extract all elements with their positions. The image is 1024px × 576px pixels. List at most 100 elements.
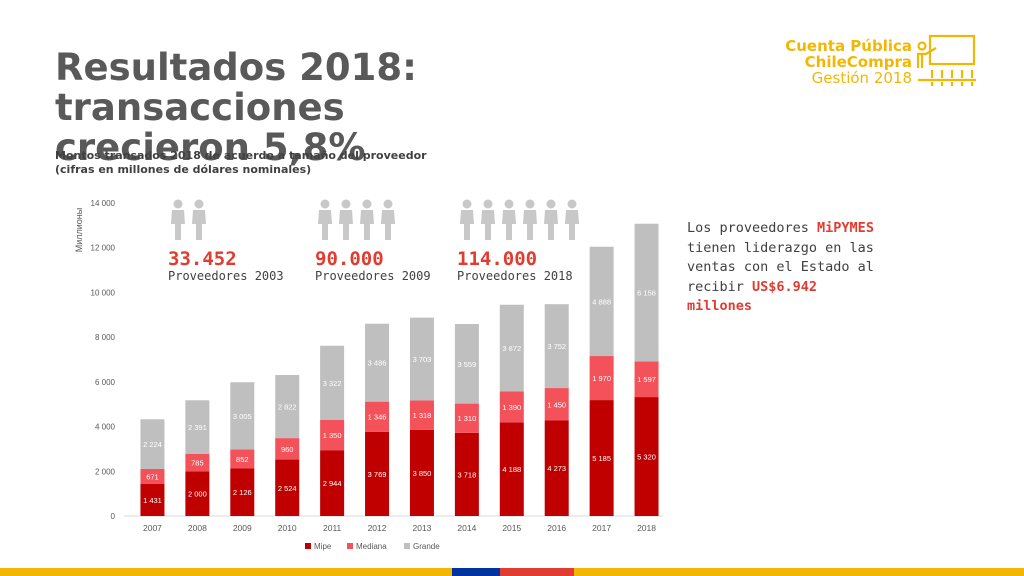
x-tick-label: 2007 [143, 523, 162, 533]
person-icon [171, 199, 185, 240]
bar-mediana-2009 [230, 449, 255, 469]
presenter-audience-icon [916, 34, 976, 86]
legend-label-mipe: Mipe [314, 542, 332, 551]
data-label-mipe-2013: 3 850 [413, 469, 432, 478]
cuenta-publica-logo: Cuenta Pública ChileCompra Gestión 2018 [778, 34, 978, 90]
bar-mediana-2015 [499, 391, 524, 423]
data-label-mipe-2010: 2 524 [278, 484, 297, 493]
data-label-grande-2011: 3 322 [323, 379, 342, 388]
person-icon [565, 199, 579, 240]
footer-bar-red [500, 568, 574, 576]
subtitle-line-1: Montos transados 2018 de acuerdo a tamañ… [55, 149, 427, 162]
x-tick-label: 2011 [323, 523, 342, 533]
bar-mipe-2014 [454, 432, 479, 516]
footer-bar-yellow [0, 568, 452, 576]
side-note-highlight-2: US$6.942 millones [687, 278, 818, 315]
bar-mipe-2009 [230, 468, 255, 516]
bar-grande-2008 [185, 400, 210, 454]
bar-mipe-2008 [185, 471, 210, 516]
bar-mediana-2016 [544, 388, 569, 421]
legend-label-grande: Grande [413, 542, 440, 551]
data-label-grande-2007: 2 224 [143, 440, 162, 449]
y-tick-label: 14 000 [91, 199, 116, 208]
footer-bar-yellow-2 [574, 568, 1024, 576]
bar-grande-2011 [320, 345, 345, 420]
data-label-mediana-2014: 1 310 [457, 414, 476, 423]
bar-grande-2015 [499, 304, 524, 392]
person-icon [523, 199, 537, 240]
y-tick-label: 2 000 [95, 467, 116, 476]
bar-grande-2013 [409, 317, 434, 401]
data-label-mipe-2007: 1 431 [143, 496, 162, 505]
person-icon [339, 199, 353, 240]
bar-grande-2010 [275, 375, 300, 439]
x-tick-label: 2017 [592, 523, 611, 533]
provider-count: 33.452 [168, 248, 237, 270]
data-label-mediana-2012: 1 346 [368, 413, 387, 422]
y-axis-title: Миллионы [74, 208, 84, 253]
bar-grande-2018 [634, 223, 659, 362]
bar-grande-2017 [589, 246, 614, 357]
bar-grande-2007 [140, 419, 165, 470]
data-label-mipe-2011: 2 944 [323, 479, 342, 488]
x-tick-label: 2015 [502, 523, 521, 533]
chart-subtitle: Montos transados 2018 de acuerdo a tamañ… [55, 149, 475, 177]
data-label-mipe-2018: 5 320 [637, 453, 656, 462]
legend-swatch-grande [404, 543, 410, 549]
x-tick-label: 2010 [278, 523, 297, 533]
data-label-mediana-2015: 1 390 [502, 403, 521, 412]
person-icon [502, 199, 516, 240]
data-label-mediana-2011: 1 350 [323, 431, 342, 440]
logo-line-1: Cuenta Pública [785, 37, 912, 55]
data-label-mipe-2012: 3 769 [368, 470, 387, 479]
person-icon [318, 199, 332, 240]
data-label-mipe-2009: 2 126 [233, 488, 252, 497]
data-label-mipe-2008: 2 000 [188, 490, 207, 499]
bar-mediana-2008 [185, 453, 210, 472]
person-icon [192, 199, 206, 240]
x-tick-label: 2016 [547, 523, 566, 533]
logo-line-2: ChileCompra [804, 53, 912, 71]
y-tick-label: 10 000 [91, 288, 116, 297]
data-label-grande-2012: 3 486 [368, 359, 387, 368]
subtitle-line-2: (cifras en millones de dólares nominales… [55, 163, 312, 176]
bar-mediana-2014 [454, 403, 479, 433]
legend-swatch-mediana [347, 543, 353, 549]
provider-count-label: Proveedores 2009 [315, 269, 431, 283]
person-icon [381, 199, 395, 240]
data-label-mipe-2015: 4 188 [502, 465, 521, 474]
bar-mipe-2013 [409, 429, 434, 516]
data-label-grande-2016: 3 752 [547, 342, 566, 351]
person-icon [544, 199, 558, 240]
footer-color-bar [0, 568, 1024, 576]
x-tick-label: 2013 [412, 523, 431, 533]
legend-label-mediana: Mediana [356, 542, 387, 551]
data-label-grande-2013: 3 703 [413, 355, 432, 364]
x-tick-label: 2012 [368, 523, 387, 533]
bar-mediana-2012 [365, 401, 390, 432]
bar-mipe-2018 [634, 397, 659, 516]
provider-count: 114.000 [457, 248, 537, 270]
footer-bar-blue [452, 568, 500, 576]
data-label-grande-2014: 3 559 [457, 360, 476, 369]
x-tick-label: 2008 [188, 523, 207, 533]
x-tick-label: 2018 [637, 523, 656, 533]
person-icon [481, 199, 495, 240]
bar-mediana-2007 [140, 469, 165, 485]
data-label-grande-2018: 6 156 [637, 289, 656, 298]
data-label-mediana-2017: 1 970 [592, 374, 611, 383]
data-label-mipe-2017: 5 185 [592, 454, 611, 463]
data-label-grande-2017: 4 888 [592, 297, 611, 306]
bar-mediana-2011 [320, 419, 345, 451]
bar-grande-2016 [544, 304, 569, 389]
bar-grande-2009 [230, 382, 255, 450]
bar-mediana-2017 [589, 356, 614, 401]
legend-swatch-mipe [305, 543, 311, 549]
bar-grande-2014 [454, 324, 479, 404]
bar-mediana-2010 [275, 438, 300, 460]
side-note-part-2: tienen liderazgo en las ventas con el Es… [687, 239, 874, 295]
bar-mipe-2007 [140, 484, 165, 516]
y-tick-label: 6 000 [95, 378, 116, 387]
data-label-grande-2015: 3 872 [502, 344, 521, 353]
